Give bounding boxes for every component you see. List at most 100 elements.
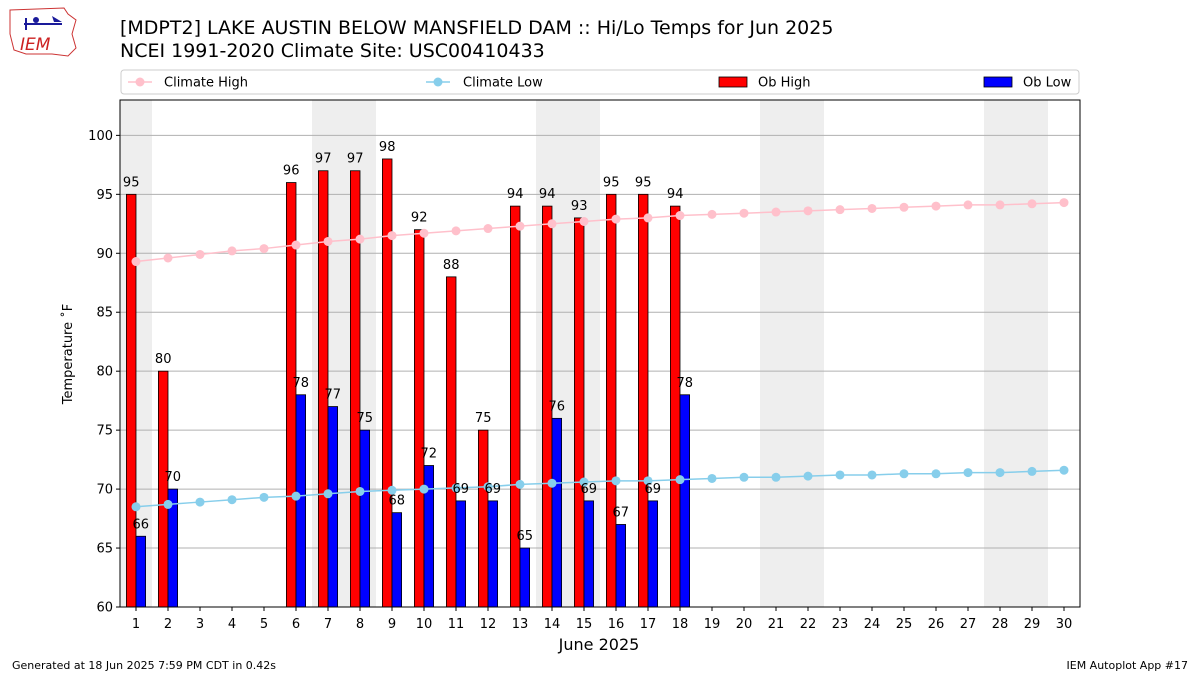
climate-low-point-30 — [1059, 465, 1069, 475]
x-tick-label-24: 24 — [864, 617, 881, 632]
x-tick-label-19: 19 — [704, 617, 721, 632]
climate-low-point-24 — [867, 470, 877, 480]
climate-low-point-15 — [579, 477, 589, 487]
ob-high-label-15: 93 — [571, 199, 588, 214]
legend-box — [120, 69, 1080, 95]
x-tick-label-11: 11 — [448, 617, 465, 632]
ob-low-label-11: 69 — [453, 482, 470, 497]
ob-high-bar-13 — [509, 205, 521, 608]
climate-high-point-3 — [195, 249, 205, 259]
legend-ob-low-swatch — [983, 76, 1013, 88]
climate-high-point-5 — [259, 244, 269, 254]
ob-low-bar-11 — [455, 500, 467, 608]
climate-low-point-14 — [547, 478, 557, 488]
x-tick-label-30: 30 — [1056, 617, 1073, 632]
x-tick-label-7: 7 — [324, 617, 332, 632]
climate-lines — [131, 198, 1069, 512]
y-tick-label-75: 75 — [96, 424, 113, 439]
legend-climate-high-marker — [135, 77, 145, 87]
x-tick-label-13: 13 — [512, 617, 529, 632]
climate-low-point-26 — [931, 469, 941, 479]
climate-low-point-22 — [803, 471, 813, 481]
x-tick-label-18: 18 — [672, 617, 689, 632]
climate-high-point-2 — [163, 253, 173, 263]
climate-high-point-13 — [515, 221, 525, 231]
climate-low-point-13 — [515, 479, 525, 489]
x-tick-label-12: 12 — [480, 617, 497, 632]
ob-high-label-18: 94 — [667, 187, 684, 202]
climate-high-point-7 — [323, 236, 333, 246]
ob-high-label-11: 88 — [443, 258, 460, 273]
climate-low-point-4 — [227, 495, 237, 505]
gridlines — [120, 134, 1080, 608]
x-tick-label-21: 21 — [768, 617, 785, 632]
climate-low-point-7 — [323, 489, 333, 499]
climate-high-point-18 — [675, 211, 685, 221]
generated-timestamp: Generated at 18 Jun 2025 7:59 PM CDT in … — [12, 659, 277, 672]
ob-high-bar-11 — [445, 276, 457, 608]
climate-low-point-23 — [835, 470, 845, 480]
climate-low-point-28 — [995, 468, 1005, 478]
x-tick-label-16: 16 — [608, 617, 625, 632]
legend-climate-low-marker — [433, 77, 443, 87]
x-axis-label: June 2025 — [558, 635, 640, 654]
y-tick-label-80: 80 — [96, 365, 113, 380]
ob-low-label-18: 78 — [677, 376, 694, 391]
climate-low-point-11 — [451, 483, 461, 493]
x-tick-label-25: 25 — [896, 617, 913, 632]
iem-logo: IEM — [6, 4, 82, 60]
logo-text: IEM — [20, 35, 51, 55]
climate-high-point-12 — [483, 224, 493, 234]
climate-high-point-28 — [995, 200, 1005, 210]
ob-low-bar-17 — [647, 500, 659, 608]
ob-high-label-8: 97 — [347, 152, 364, 167]
ob-low-label-14: 76 — [549, 399, 566, 414]
weekend-band-28 — [984, 100, 1016, 607]
ob-high-label-9: 98 — [379, 140, 396, 155]
climate-high-point-21 — [771, 207, 781, 217]
y-tick-label-100: 100 — [88, 129, 113, 144]
ob-low-bar-1 — [135, 535, 147, 608]
ob-high-label-17: 95 — [635, 175, 652, 190]
climate-low-point-16 — [611, 476, 621, 486]
ob-high-bar-10 — [413, 229, 425, 608]
x-tick-label-15: 15 — [576, 617, 593, 632]
x-tick-label-2: 2 — [164, 617, 172, 632]
chart-subtitle: NCEI 1991-2020 Climate Site: USC00410433 — [120, 40, 545, 62]
climate-low-point-18 — [675, 475, 685, 485]
weekend-band-22 — [792, 100, 824, 607]
ob-high-label-14: 94 — [539, 187, 556, 202]
climate-high-point-25 — [899, 202, 909, 212]
climate-high-point-29 — [1027, 199, 1037, 209]
x-tick-label-28: 28 — [992, 617, 1009, 632]
ob-low-label-9: 68 — [389, 494, 406, 509]
climate-high-point-17 — [643, 213, 653, 223]
x-tick-label-8: 8 — [356, 617, 364, 632]
y-tick-label-85: 85 — [96, 306, 113, 321]
ob-high-bar-1 — [126, 193, 137, 608]
ob-low-bar-13 — [519, 547, 531, 608]
climate-high-point-16 — [611, 214, 621, 224]
ob-high-label-13: 94 — [507, 187, 524, 202]
climate-low-line — [135, 469, 1065, 508]
x-tick-label-26: 26 — [928, 617, 945, 632]
x-tick-label-3: 3 — [196, 617, 204, 632]
climate-low-point-19 — [707, 473, 717, 483]
climate-high-point-19 — [707, 209, 717, 219]
climate-high-point-8 — [355, 234, 365, 244]
climate-high-line — [135, 201, 1065, 263]
x-tick-label-14: 14 — [544, 617, 561, 632]
climate-low-point-12 — [483, 482, 493, 492]
ob-high-bar-18 — [670, 205, 681, 608]
climate-high-point-9 — [387, 231, 397, 241]
climate-high-point-27 — [963, 200, 973, 210]
ob-low-label-6: 78 — [293, 376, 310, 391]
x-tick-label-23: 23 — [832, 617, 849, 632]
ob-low-bar-12 — [487, 500, 499, 608]
x-tick-label-27: 27 — [960, 617, 977, 632]
climate-low-point-25 — [899, 469, 909, 479]
climate-low-point-20 — [739, 472, 749, 482]
climate-low-point-8 — [355, 486, 365, 496]
x-tick-label-4: 4 — [228, 617, 236, 632]
